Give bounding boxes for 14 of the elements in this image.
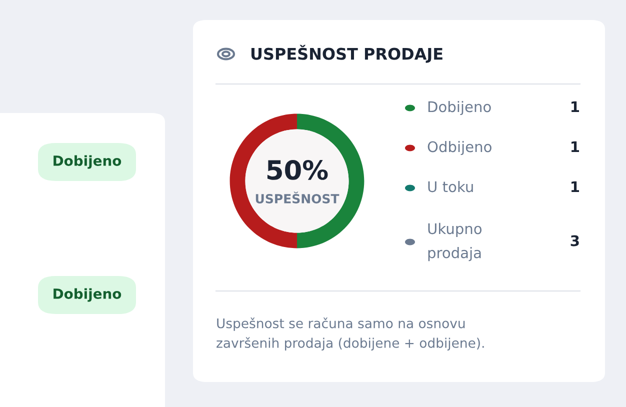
legend-label: Dobijeno (428, 100, 491, 116)
chart-title: USPEŠNOST PRODAJE (251, 44, 442, 63)
text: USPEŠNOST (256, 192, 340, 204)
text: 50% (267, 160, 328, 180)
text: Dobijeno (54, 288, 122, 302)
text: U toku (428, 180, 473, 192)
text: 1 (572, 181, 579, 192)
text: 3 (570, 235, 579, 246)
text: Uspešnost se računa samo na osnovu završenih prodaja (dobijene + odbijene). (216, 318, 484, 350)
legend-label: Odbijeno (428, 140, 492, 156)
data-label: 1 (572, 101, 579, 112)
text: Dobijeno (54, 155, 122, 169)
text: Ukupno prodaja (428, 222, 482, 262)
data-label: 1 (572, 141, 579, 152)
